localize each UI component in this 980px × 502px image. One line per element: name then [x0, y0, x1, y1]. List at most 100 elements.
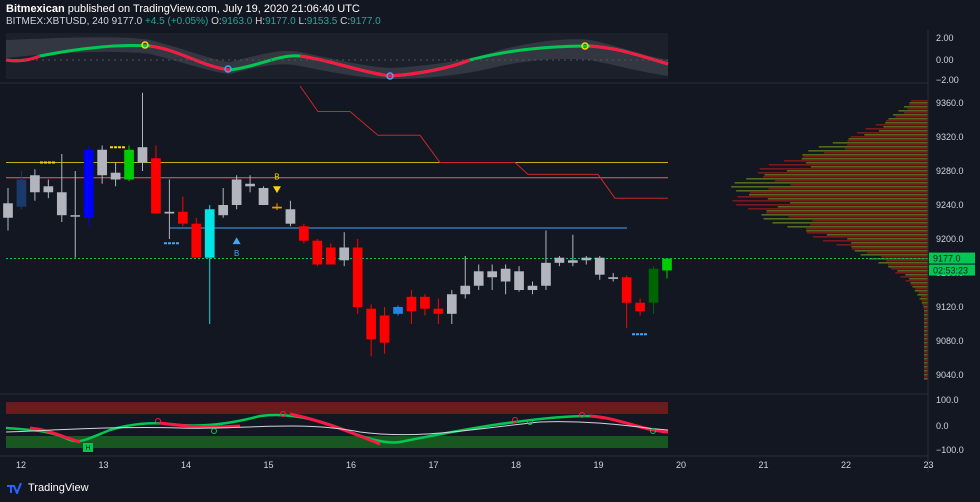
- top-peak-marker: [141, 41, 149, 49]
- x-tick-label: 16: [346, 460, 356, 470]
- candle[interactable]: [16, 171, 27, 210]
- x-tick-label: 20: [676, 460, 686, 470]
- volume-profile-bar: [895, 116, 928, 118]
- candle[interactable]: [608, 273, 619, 282]
- y-tick-label: 9240.0: [936, 200, 964, 210]
- y-tick-label: 9200.0: [936, 234, 964, 244]
- candle[interactable]: [272, 203, 282, 211]
- candle[interactable]: [568, 234, 578, 267]
- candle[interactable]: [514, 266, 524, 292]
- close-value: 9177.0: [350, 16, 381, 27]
- candle[interactable]: [379, 307, 390, 354]
- volume-profile-bar: [923, 306, 928, 308]
- candle[interactable]: [473, 264, 484, 291]
- chart-publish-header: Bitmexican published on TradingView.com,…: [6, 3, 360, 15]
- volume-profile-bar: [924, 358, 928, 360]
- volume-profile-bar: [912, 286, 928, 288]
- candle[interactable]: [541, 230, 551, 291]
- volume-profile-bar: [891, 268, 928, 270]
- candle[interactable]: [3, 188, 13, 231]
- volume-profile-bar: [903, 112, 928, 114]
- candle[interactable]: [433, 298, 444, 325]
- volume-profile-bar: [914, 290, 928, 292]
- candle[interactable]: [352, 239, 363, 314]
- candle[interactable]: [527, 281, 538, 295]
- candle[interactable]: [406, 290, 417, 324]
- candle[interactable]: [581, 256, 592, 265]
- volume-profile-bar: [848, 138, 928, 140]
- candle[interactable]: [299, 223, 309, 244]
- candle[interactable]: [621, 275, 632, 329]
- volume-profile-bar: [924, 316, 928, 318]
- candle[interactable]: [245, 175, 255, 193]
- volume-profile-bar: [808, 150, 928, 152]
- symbol-name[interactable]: BITMEX:XBTUSD, 240: [6, 16, 109, 27]
- x-tick-label: 14: [181, 460, 191, 470]
- volume-profile-bar: [909, 278, 928, 280]
- volume-profile-bar: [854, 250, 928, 252]
- volume-profile-bar: [783, 160, 928, 162]
- candle[interactable]: [258, 186, 269, 205]
- candle[interactable]: [420, 294, 430, 316]
- volume-profile-bar: [924, 370, 928, 372]
- x-tick-label: 23: [923, 460, 933, 470]
- tradingview-footer[interactable]: TradingView: [6, 482, 89, 494]
- candle[interactable]: [446, 290, 457, 324]
- candle[interactable]: [164, 179, 175, 240]
- publisher-name: Bitmexican: [6, 3, 65, 15]
- last-price: 9177.0: [111, 16, 143, 27]
- candle[interactable]: [70, 171, 81, 258]
- volume-profile-bar: [865, 128, 928, 130]
- candle[interactable]: [151, 145, 161, 214]
- volume-profile-bar: [731, 186, 928, 188]
- candle[interactable]: [97, 145, 107, 184]
- candle[interactable]: [204, 205, 215, 324]
- candle[interactable]: [366, 304, 376, 357]
- candle[interactable]: [137, 92, 148, 171]
- candle[interactable]: [231, 175, 242, 210]
- volume-profile-bar: [887, 264, 928, 266]
- candle[interactable]: [110, 162, 121, 187]
- candle[interactable]: [635, 298, 645, 316]
- candle[interactable]: [285, 200, 296, 227]
- candle[interactable]: [312, 239, 323, 267]
- volume-profile-bar: [888, 266, 928, 268]
- volume-profile-bar: [851, 248, 928, 250]
- volume-profile-bar: [924, 332, 928, 334]
- volume-profile-bar: [772, 222, 928, 224]
- candle[interactable]: [648, 266, 659, 314]
- volume-profile-bar: [801, 158, 928, 160]
- candle[interactable]: [218, 188, 229, 218]
- candle[interactable]: [83, 145, 94, 227]
- candle[interactable]: [124, 145, 134, 182]
- volume-profile-bar: [757, 172, 928, 174]
- candle[interactable]: [500, 264, 511, 295]
- candle[interactable]: [56, 154, 67, 222]
- candle[interactable]: [393, 305, 403, 316]
- volume-profile-bar: [885, 120, 928, 122]
- tradingview-logo-icon: [7, 482, 22, 494]
- candle[interactable]: [339, 232, 350, 267]
- volume-profile-bar: [847, 144, 928, 146]
- volume-profile-bar: [924, 330, 928, 332]
- candle[interactable]: [487, 264, 498, 291]
- volume-profile-bar: [910, 282, 928, 284]
- candle[interactable]: [177, 196, 188, 227]
- x-tick-label: 19: [593, 460, 603, 470]
- candle[interactable]: [662, 258, 672, 279]
- candle[interactable]: [30, 169, 40, 201]
- candle[interactable]: [191, 217, 202, 258]
- volume-profile-bar: [768, 188, 928, 190]
- trailing-stop-line: [299, 85, 668, 199]
- volume-profile-bar: [736, 204, 928, 206]
- volume-profile-bar: [812, 236, 928, 238]
- publish-info: published on TradingView.com, July 19, 2…: [67, 3, 360, 15]
- candle[interactable]: [325, 243, 336, 265]
- candle[interactable]: [460, 256, 471, 299]
- candle[interactable]: [554, 256, 565, 267]
- volume-profile-bar: [924, 362, 928, 364]
- candle[interactable]: [43, 179, 54, 199]
- candle[interactable]: [594, 256, 605, 280]
- volume-profile-bar: [909, 104, 928, 106]
